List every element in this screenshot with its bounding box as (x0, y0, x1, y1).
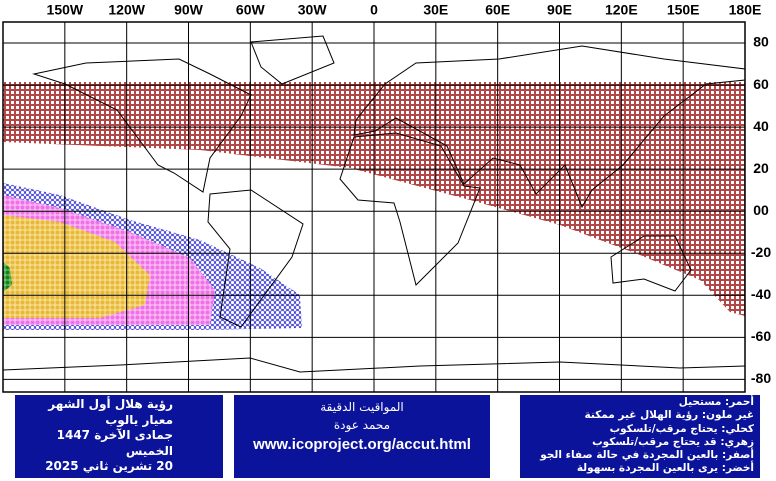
link[interactable]: www.icoproject.org/accut.html (253, 436, 471, 453)
info-panel: رؤية هلال أول الشهر معيار يالوب جمادى الآخ… (15, 395, 223, 478)
north-america (32, 58, 252, 193)
x-tick-label: 0 (370, 2, 378, 18)
panel-line: كحلي: يحتاج مرقب/تلسكوب (609, 422, 754, 435)
panel-line: محمد عودة (333, 418, 391, 432)
panel-line: أصفر: بالعين المجردة في حالة صفاء الجو (540, 449, 754, 462)
panel-line: أخضر: يرى بالعين المجردة بسهولة (576, 462, 754, 475)
x-tick-label: 120W (108, 2, 145, 18)
x-tick-label: 90E (547, 2, 572, 18)
x-tick-label: 150E (667, 2, 700, 18)
legend-panel: أحمر: مستحيل غير ملون: رؤية الهلال غير مم… (520, 395, 760, 478)
antarctica (2, 357, 746, 373)
panel-line: زهري: قد يحتاج مرقب/تلسكوب (592, 435, 754, 448)
greenland (250, 35, 335, 85)
coastlines (2, 35, 746, 373)
x-tick-label: 30W (298, 2, 328, 18)
panel-line: المواقيت الدقيقة (320, 400, 404, 414)
x-tick-label: 150W (47, 2, 84, 18)
y-tick-label: -40 (751, 286, 771, 302)
panel-line: 20 تشرين ثاني 2025 (45, 459, 173, 473)
y-tick-label: -20 (751, 244, 771, 260)
x-tick-label: 90W (174, 2, 204, 18)
y-tick-label: -80 (751, 370, 771, 386)
panel-line: رؤية هلال أول الشهر (48, 397, 173, 411)
africa (339, 132, 481, 286)
y-tick-label: 60 (753, 76, 769, 92)
panel-line: الخميس (125, 443, 173, 458)
panel-line: معيار يالوب (105, 412, 173, 427)
panel-line: أحمر: مستحيل (678, 396, 754, 408)
x-tick-label: 30E (423, 2, 448, 18)
y-tick-label: 80 (753, 34, 769, 50)
x-tick-label: 120E (605, 2, 638, 18)
australia (610, 235, 692, 292)
x-tick-label: 180E (729, 2, 762, 18)
visibility-map: 150W 120W 90W 60W 30W 0 30E 60E 90E 120E 150E 180E 8… (2, 2, 772, 393)
y-tick-label: 20 (753, 160, 769, 176)
map-frame (2, 21, 746, 393)
y-tick-label: 00 (753, 202, 769, 218)
source-panel: المواقيت الدقيقة محمد عودة www.icoproject.… (234, 395, 490, 478)
tick-labels: 150W 120W 90W 60W 30W 0 30E 60E 90E 120E 150E 180E 8… (47, 2, 772, 386)
x-tick-label: 60E (485, 2, 510, 18)
x-tick-label: 60W (236, 2, 266, 18)
zone-yellow (3, 215, 150, 318)
y-tick-label: -60 (751, 328, 771, 344)
panel-line: جمادى الآخرة 1447 (56, 428, 173, 442)
eurasia (353, 45, 746, 209)
zone-green (3, 262, 12, 292)
y-tick-label: 40 (753, 118, 769, 134)
south-america (207, 189, 304, 328)
panel-line: غير ملون: رؤية الهلال غير ممكنة (584, 409, 754, 422)
